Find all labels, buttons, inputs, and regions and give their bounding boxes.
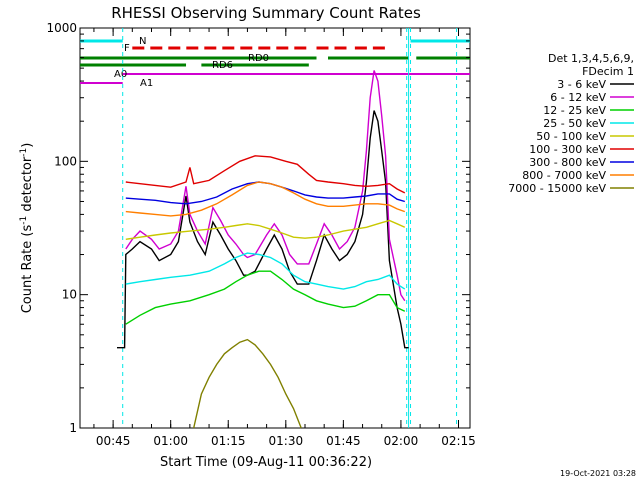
flag-label-rd6: RD6 xyxy=(212,60,233,71)
x-tick-label: 02:15 xyxy=(441,434,476,448)
x-tick-label: 01:30 xyxy=(269,434,304,448)
x-tick-label: 01:00 xyxy=(153,434,188,448)
legend-header: FDecim 1 xyxy=(582,65,634,78)
plot-area: NF RD0 RD6 A0 A1 xyxy=(80,28,470,429)
flag-label-rd0: RD0 xyxy=(248,53,269,64)
flag-label-a0: A0 xyxy=(114,69,127,80)
series-line xyxy=(193,338,302,429)
series-line xyxy=(125,155,406,194)
x-tick-label: 01:15 xyxy=(211,434,246,448)
x-axis: 00:45 01:00 01:15 01:30 01:45 02:00 02:15 xyxy=(93,28,476,448)
x-tick-label: 00:45 xyxy=(96,434,131,448)
legend-entry-label: 800 - 7000 keV xyxy=(522,169,606,182)
legend-entry-label: 25 - 50 keV xyxy=(543,117,606,130)
chart-title: RHESSI Observing Summary Count Rates xyxy=(111,4,421,22)
y-axis: 1 10 100 1000 xyxy=(46,21,470,435)
plot-frame xyxy=(79,27,471,429)
legend-entry-label: 50 - 100 keV xyxy=(536,130,606,143)
legend-entry-label: 100 - 300 keV xyxy=(529,143,606,156)
x-tick-label: 02:00 xyxy=(384,434,419,448)
legend-entry-label: 3 - 6 keV xyxy=(557,78,606,91)
legend-entry-label: 7000 - 15000 keV xyxy=(508,182,606,195)
legend-entry-label: 6 - 12 keV xyxy=(550,91,606,104)
flag-label-f: F xyxy=(124,43,130,54)
series-line xyxy=(125,219,406,240)
series-line xyxy=(125,252,406,290)
series-line xyxy=(125,181,406,217)
y-axis-label: Count Rate (s-1 detector-1) xyxy=(19,143,35,314)
series-line xyxy=(125,270,406,325)
y-tick-label: 1 xyxy=(69,421,77,435)
series-line xyxy=(117,110,409,349)
flag-label-n: N xyxy=(139,36,146,47)
legend-entry-label: 12 - 25 keV xyxy=(543,104,606,117)
flag-label-a1: A1 xyxy=(140,78,153,89)
legend-entry-label: 300 - 800 keV xyxy=(529,156,606,169)
x-tick-label: 01:45 xyxy=(326,434,361,448)
y-tick-label: 10 xyxy=(62,288,77,302)
legend-header: Det 1,3,4,5,6,9, xyxy=(548,52,634,65)
timestamp: 19-Oct-2021 03:28 xyxy=(560,469,636,478)
y-tick-label: 100 xyxy=(54,154,77,168)
svg-text:Count Rate (s-1 detector-1): Count Rate (s-1 detector-1) xyxy=(19,143,35,314)
x-axis-label: Start Time (09-Aug-11 00:36:22) xyxy=(160,455,372,470)
y-tick-label: 1000 xyxy=(46,21,77,35)
series-line xyxy=(125,70,406,302)
